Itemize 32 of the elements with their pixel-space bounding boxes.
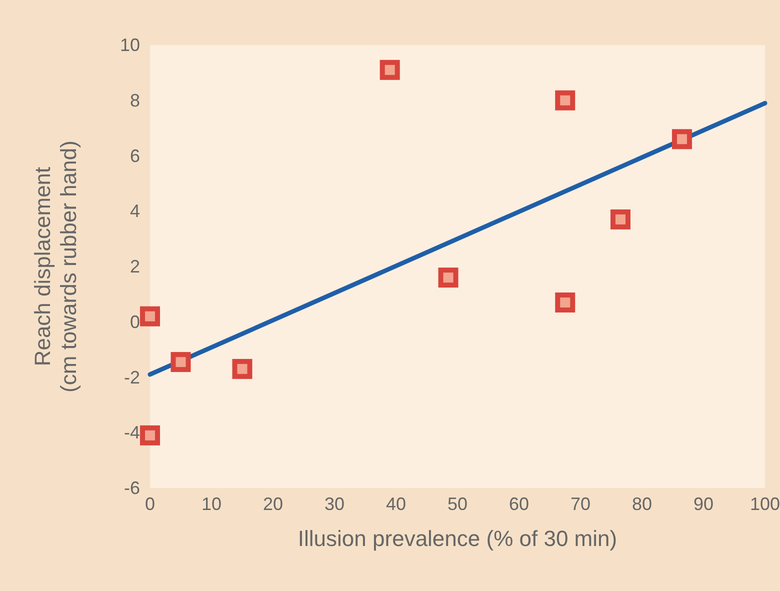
y-tick-label: 8 bbox=[130, 90, 140, 110]
x-tick-label: 20 bbox=[262, 494, 284, 514]
x-tick-label: 30 bbox=[324, 494, 345, 514]
point bbox=[380, 60, 400, 80]
point bbox=[170, 352, 191, 372]
y-tick-label: 10 bbox=[120, 35, 140, 55]
x-tick-label: 0 bbox=[144, 494, 156, 514]
y-axis-title: Reach displacement (cm towards rubber hand) bbox=[30, 140, 81, 392]
point bbox=[610, 209, 630, 230]
point bbox=[672, 129, 692, 150]
x-tick-label: 40 bbox=[386, 494, 406, 514]
y-tick-label: 4 bbox=[130, 201, 140, 222]
x-tick-label: 50 bbox=[447, 494, 468, 514]
y-tick-label: -4 bbox=[124, 422, 140, 443]
y-tick-label: -6 bbox=[124, 478, 140, 498]
point bbox=[555, 292, 576, 312]
point bbox=[140, 306, 160, 326]
point bbox=[438, 268, 458, 288]
x-tick-label: 100 bbox=[750, 494, 780, 514]
y-tick-label: 0 bbox=[130, 312, 140, 332]
x-tick-label: 10 bbox=[201, 494, 222, 514]
x-tick-label: 80 bbox=[632, 494, 652, 514]
x-tick-label: 70 bbox=[570, 494, 591, 514]
point bbox=[232, 358, 252, 379]
point bbox=[555, 90, 576, 110]
x-axis-title: Illusion prevalence (% of 30 min) bbox=[298, 526, 618, 551]
y-tick-label: 2 bbox=[130, 256, 140, 276]
x-tick-label: 60 bbox=[508, 494, 530, 514]
y-tick-label: 6 bbox=[130, 146, 140, 166]
y-tick-label: -2 bbox=[124, 367, 140, 388]
point bbox=[140, 425, 160, 446]
x-tick-label: 90 bbox=[693, 494, 714, 514]
